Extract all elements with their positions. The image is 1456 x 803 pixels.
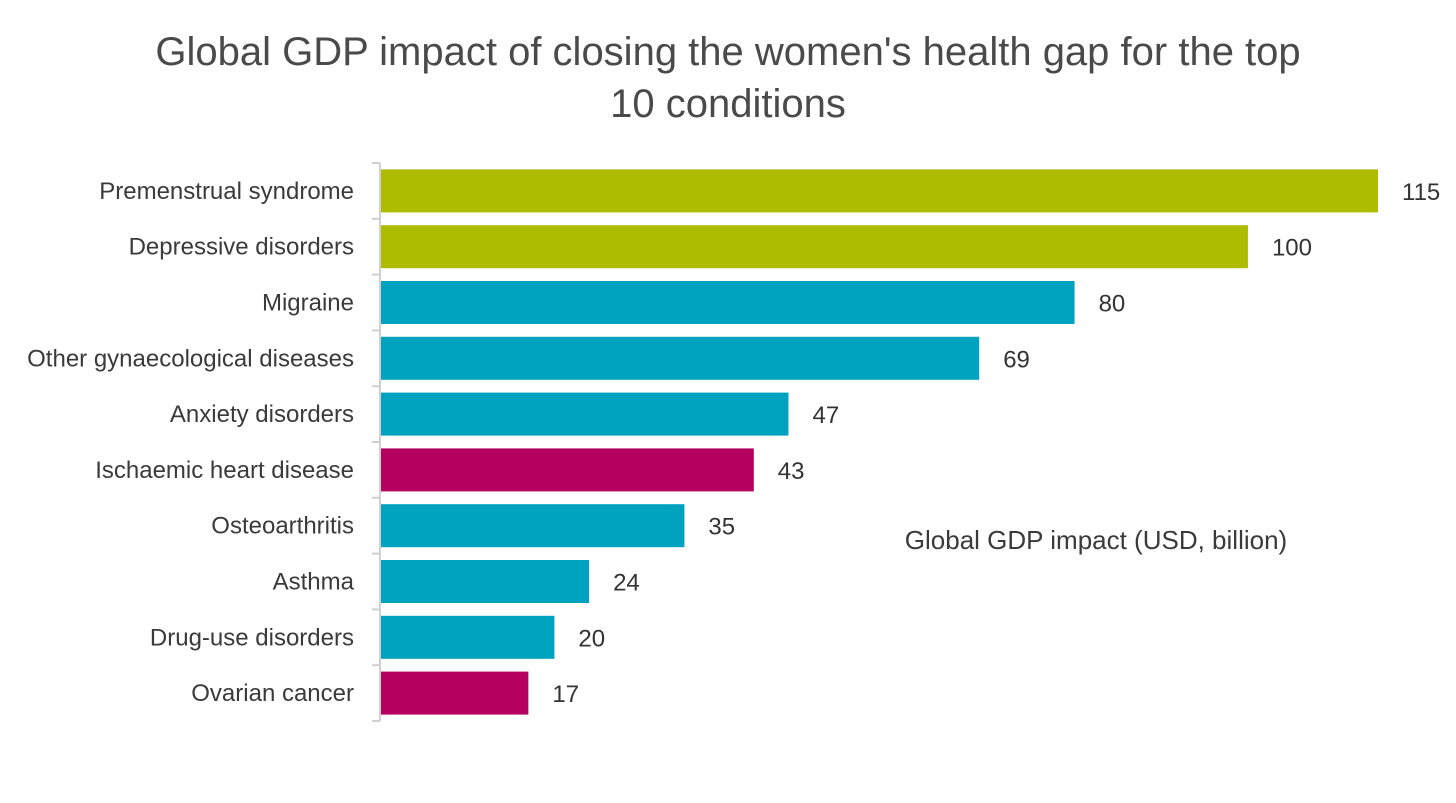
bar [381,225,1248,269]
bar [381,671,529,715]
category-axis [372,162,381,722]
category-label: Other gynaecological diseases [27,345,354,372]
category-label: Premenstrual syndrome [99,178,354,205]
bar [381,615,555,659]
data-label: 43 [778,458,805,485]
value-axis-title: Global GDP impact (USD, billion) [905,525,1287,555]
data-label: 35 [708,514,735,541]
data-label: 100 [1272,235,1312,262]
bar [381,169,1378,213]
category-label: Depressive disorders [129,234,354,261]
bars [381,169,1378,715]
bar [381,281,1075,324]
chart-title-line-2: 10 conditions [610,82,846,126]
data-label: 80 [1099,291,1126,318]
category-label: Anxiety disorders [170,401,354,428]
data-label: 69 [1003,346,1030,373]
labels: Premenstrual syndrome 115 Depressive disor… [27,178,1440,708]
data-label: 17 [552,681,579,708]
bar [381,392,789,436]
bar [381,504,685,548]
category-label: Ovarian cancer [191,680,354,707]
category-label: Asthma [273,569,355,596]
bar [381,448,754,492]
bar [381,336,980,380]
chart-title: Global GDP impact of closing the women's… [0,26,1456,130]
chart-title-line-1: Global GDP impact of closing the women's… [155,30,1301,74]
data-label: 115 [1402,179,1440,206]
data-label: 47 [812,402,839,429]
category-label: Migraine [262,290,354,317]
category-label: Ischaemic heart disease [95,457,354,484]
bar [381,560,590,603]
data-label: 20 [578,625,605,652]
category-label: Osteoarthritis [211,513,354,540]
category-label: Drug-use disorders [150,624,354,651]
data-label: 24 [613,570,640,597]
